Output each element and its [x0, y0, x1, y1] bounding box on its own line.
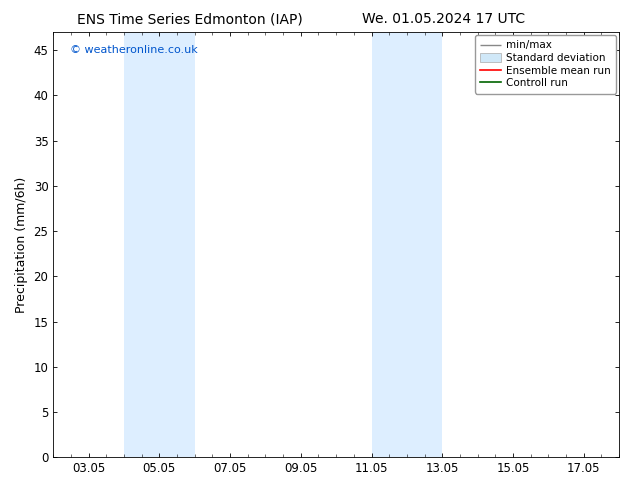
- Text: © weatheronline.co.uk: © weatheronline.co.uk: [70, 45, 198, 55]
- Text: We. 01.05.2024 17 UTC: We. 01.05.2024 17 UTC: [362, 12, 526, 26]
- Bar: [372, 32, 407, 457]
- Text: ENS Time Series Edmonton (IAP): ENS Time Series Edmonton (IAP): [77, 12, 303, 26]
- Bar: [407, 32, 443, 457]
- Bar: [159, 32, 195, 457]
- Legend: min/max, Standard deviation, Ensemble mean run, Controll run: min/max, Standard deviation, Ensemble me…: [475, 35, 616, 94]
- Bar: [124, 32, 159, 457]
- Y-axis label: Precipitation (mm/6h): Precipitation (mm/6h): [15, 176, 28, 313]
